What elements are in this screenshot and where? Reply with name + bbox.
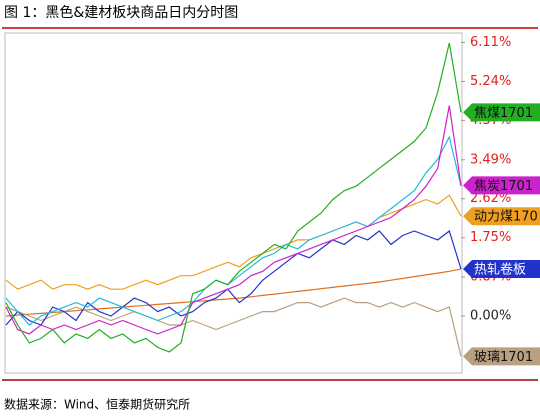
y-tick-label: 3.49% — [470, 152, 511, 167]
y-tick-label: 1.75% — [470, 230, 511, 245]
series-line — [5, 229, 462, 326]
legend-label: 热轧卷板 — [474, 262, 526, 278]
series-tag — [463, 260, 540, 279]
series-tag — [463, 103, 540, 122]
series-line — [5, 297, 462, 357]
y-tick-label: 2.62% — [470, 191, 511, 206]
chart-title: 图 1：黑色&建材板块商品日内分时图 — [4, 4, 238, 21]
series-tag — [463, 176, 540, 195]
series-line — [5, 268, 462, 317]
legend-label: 玻璃1701 — [474, 350, 533, 365]
series-line — [5, 42, 462, 353]
plot-area — [4, 32, 463, 374]
legend-label: 焦炭1701 — [474, 179, 533, 194]
y-tick-label: 5.24% — [470, 74, 511, 89]
series-tag — [463, 207, 540, 226]
y-tick-label: 6.11% — [470, 35, 511, 50]
legend-label: 焦煤1701 — [474, 106, 533, 121]
source: 数据来源：Wind、恒泰期货研究所 — [4, 397, 190, 412]
y-tick-label: 0.00% — [470, 309, 511, 324]
series-line — [5, 105, 462, 335]
series-line — [5, 194, 462, 290]
legend-label: 动力煤170 — [474, 210, 538, 225]
series-line — [5, 135, 462, 326]
series-tag — [463, 347, 540, 366]
